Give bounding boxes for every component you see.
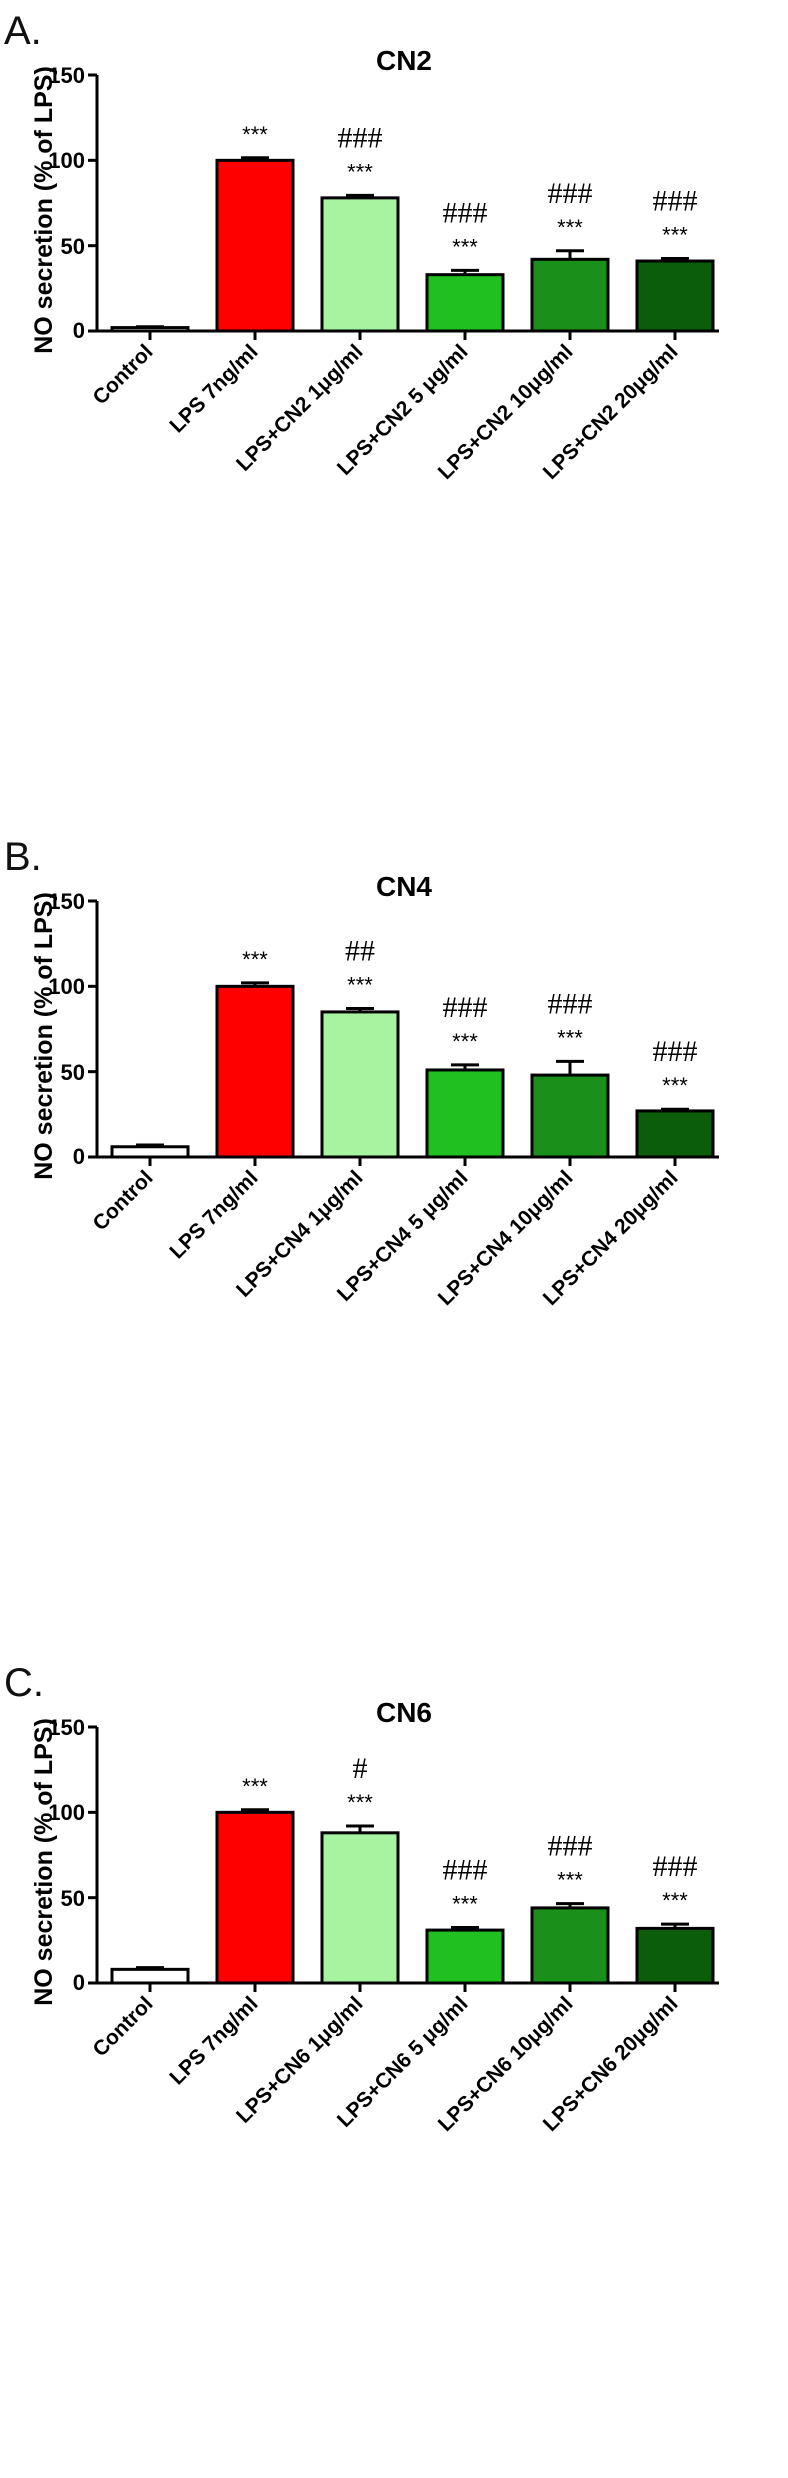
significance-stars: *** [242, 947, 268, 972]
significance-hashes: ### [653, 1035, 698, 1068]
significance-hashes: ### [548, 987, 593, 1020]
bar [320, 1010, 400, 1159]
significance-hashes: ### [443, 991, 488, 1024]
y-tick-label: 50 [61, 1886, 85, 1911]
chart-panel-c: C. CN6 NO secretion (% of LPS) 0 50 100 … [0, 1652, 788, 2478]
panel-letter: A. [4, 9, 42, 53]
y-axis-label: NO secretion (% of LPS) [30, 1718, 58, 2006]
bar [530, 1906, 610, 1985]
significance-hashes: ### [653, 184, 698, 217]
bar [320, 1831, 400, 1985]
bar [320, 196, 400, 333]
x-tick-label: LPS 7ng/ml [165, 1166, 262, 1263]
bars-group: *** *** ## *** ### *** ### *** ### [88, 899, 719, 1159]
significance-hashes: ### [548, 177, 593, 210]
y-tick-label: 150 [48, 889, 85, 914]
chart-title: CN6 [376, 1697, 432, 1728]
bar [215, 1810, 295, 1985]
significance-stars: *** [347, 973, 373, 998]
significance-stars: *** [452, 234, 478, 259]
x-tick-label: LPS 7ng/ml [165, 1992, 262, 2089]
significance-stars: *** [557, 1868, 583, 1893]
y-tick-label: 0 [73, 1144, 85, 1169]
chart-title: CN4 [376, 871, 432, 902]
bar [110, 1967, 190, 1985]
y-tick-label: 0 [73, 1970, 85, 1995]
y-axis-label: NO secretion (% of LPS) [30, 892, 58, 1180]
y-tick-label: 0 [73, 318, 85, 343]
y-tick-label: 100 [48, 148, 85, 173]
significance-stars: *** [662, 1073, 688, 1098]
y-tick-label: 50 [61, 234, 85, 259]
significance-hashes: # [353, 1752, 368, 1785]
x-tick-label: Control [88, 1166, 157, 1235]
significance-stars: *** [452, 1892, 478, 1917]
chart-panel-a: A. CN2 NO secretion (% of LPS) 0 50 100 … [0, 0, 788, 826]
bar [425, 273, 505, 333]
bar [215, 158, 295, 333]
y-tick-label: 100 [48, 974, 85, 999]
panel-letter: B. [4, 835, 42, 879]
significance-hashes: ### [443, 196, 488, 229]
significance-hashes: ### [443, 1854, 488, 1887]
significance-stars: *** [347, 159, 373, 184]
bar [215, 984, 295, 1159]
chart-panel-b: B. CN4 NO secretion (% of LPS) 0 50 100 … [0, 826, 788, 1652]
significance-stars: *** [557, 215, 583, 240]
bar [635, 259, 715, 333]
significance-hashes: ### [548, 1830, 593, 1863]
significance-hashes: ## [345, 935, 375, 968]
y-tick-label: 100 [48, 1800, 85, 1825]
chart-title: CN2 [376, 45, 432, 76]
significance-stars: *** [242, 1774, 268, 1799]
chart-svg-b: B. CN4 NO secretion (% of LPS) 0 50 100 … [4, 835, 719, 1310]
bar [530, 1073, 610, 1159]
bar [635, 1926, 715, 1985]
significance-stars: *** [662, 1888, 688, 1913]
bars-group: *** *** ### *** ### *** ### *** ### [88, 73, 719, 333]
panel-letter: C. [4, 1661, 44, 1705]
chart-svg-c: C. CN6 NO secretion (% of LPS) 0 50 100 … [4, 1661, 719, 2136]
x-tick-label: Control [88, 340, 157, 409]
significance-hashes: ### [338, 121, 383, 154]
bar [530, 257, 610, 333]
significance-stars: *** [242, 122, 268, 147]
y-tick-label: 150 [48, 1715, 85, 1740]
bars-group: *** *** # *** ### *** ### *** ### [88, 1725, 719, 1985]
significance-hashes: ### [653, 1850, 698, 1883]
y-tick-label: 50 [61, 1060, 85, 1085]
significance-stars: *** [452, 1029, 478, 1054]
bar [425, 1928, 505, 1985]
x-tick-label: Control [88, 1992, 157, 2061]
y-axis-label: NO secretion (% of LPS) [30, 66, 58, 354]
significance-stars: *** [557, 1025, 583, 1050]
x-tick-label: LPS 7ng/ml [165, 340, 262, 437]
significance-stars: *** [347, 1790, 373, 1815]
chart-svg-a: A. CN2 NO secretion (% of LPS) 0 50 100 … [4, 9, 719, 484]
bar [110, 1145, 190, 1159]
y-tick-label: 150 [48, 63, 85, 88]
bar [635, 1109, 715, 1159]
significance-stars: *** [662, 222, 688, 247]
bar [425, 1068, 505, 1159]
